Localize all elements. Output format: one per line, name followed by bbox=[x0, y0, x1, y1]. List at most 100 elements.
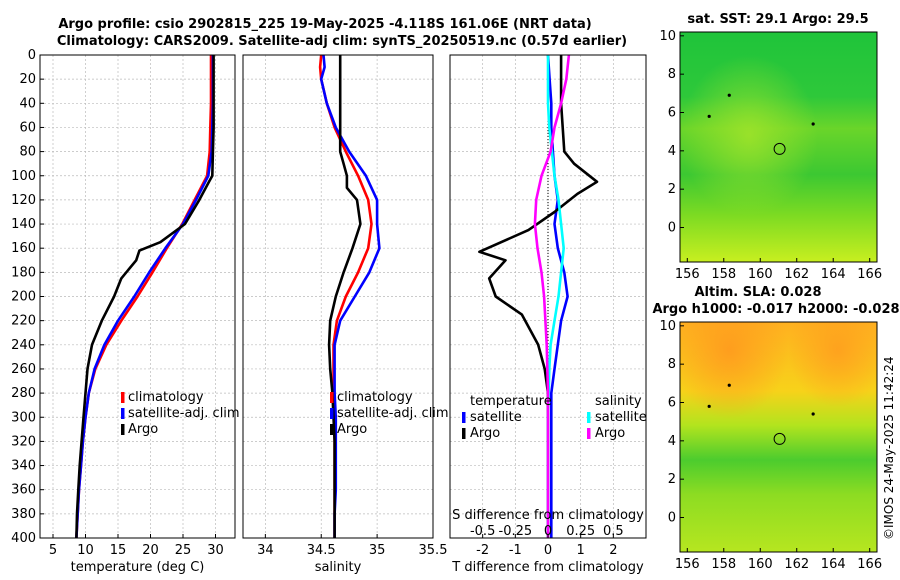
series-line-s-satellite bbox=[546, 55, 566, 538]
island-marker bbox=[727, 383, 731, 387]
map-x-tick-label: 166 bbox=[857, 557, 882, 572]
map-frame bbox=[679, 321, 878, 553]
title-line2: Climatology: CARS2009. Satellite-adj cli… bbox=[57, 34, 627, 49]
salinity-panel: 34 34.5 35 35.5 salinity climatologysatellite… bbox=[242, 54, 449, 575]
legend-label: satellite bbox=[470, 410, 522, 425]
map-y-tick-label: 2 bbox=[668, 182, 676, 197]
map-x-tick-label: 164 bbox=[821, 557, 846, 572]
map-x-tick-label: 158 bbox=[711, 557, 736, 572]
x-tick-label: 15 bbox=[110, 543, 127, 558]
island-marker bbox=[707, 114, 711, 118]
x-tick-label: 34.5 bbox=[307, 543, 336, 558]
depth-tick-label: 160 bbox=[11, 241, 36, 256]
legend-label: Argo bbox=[595, 426, 625, 441]
depth-tick-label: 260 bbox=[11, 362, 36, 377]
argo-position-marker bbox=[773, 142, 786, 155]
x-axis-label: T difference from climatology bbox=[451, 560, 644, 575]
credit: ©IMOS 24-May-2025 11:42:24 bbox=[882, 356, 896, 540]
map-frame bbox=[679, 31, 878, 263]
x-tick-label: -2 bbox=[476, 543, 489, 558]
depth-tick-label: 0 bbox=[28, 48, 36, 63]
map-y-tick-label: 8 bbox=[668, 67, 676, 82]
depth-tick-label: 320 bbox=[11, 434, 36, 449]
x-tick-label: 35.5 bbox=[419, 543, 448, 558]
legend-label: climatology bbox=[128, 390, 204, 405]
series-line-argo bbox=[327, 55, 362, 538]
x-tick-label: 34 bbox=[257, 543, 274, 558]
s-tick-label: 0.25 bbox=[566, 524, 595, 539]
legend-swatch bbox=[330, 424, 334, 435]
map-y-tick-label: 6 bbox=[668, 106, 676, 121]
map-x-tick-label: 156 bbox=[675, 267, 700, 282]
legend-label: satellite-adj. clim bbox=[128, 406, 240, 421]
map-x-tick-label: 160 bbox=[748, 557, 773, 572]
legend-swatch bbox=[587, 428, 591, 439]
map-y-tick-label: 2 bbox=[668, 472, 676, 487]
legend-label: climatology bbox=[337, 390, 413, 405]
map-y-tick-label: 6 bbox=[668, 396, 676, 411]
x-tick-label: 0 bbox=[544, 543, 552, 558]
salinity-axis-label: S difference from climatology bbox=[452, 508, 644, 523]
map-y-tick-label: 8 bbox=[668, 357, 676, 372]
x-tick-label: 25 bbox=[175, 543, 192, 558]
depth-tick-label: 300 bbox=[11, 410, 36, 425]
plot-frame bbox=[242, 54, 434, 539]
legend-swatch bbox=[121, 408, 125, 419]
x-tick-label: 2 bbox=[609, 543, 617, 558]
depth-tick-label: 280 bbox=[11, 386, 36, 401]
series-line-t-satellite bbox=[546, 54, 569, 538]
x-axis-label: salinity bbox=[315, 560, 362, 575]
legend-swatch bbox=[121, 424, 125, 435]
sla-map: Altim. SLA: 0.028 Argo h1000: -0.017 h20… bbox=[652, 285, 899, 572]
legend-label: Argo bbox=[470, 426, 500, 441]
map-y-tick-label: 4 bbox=[668, 144, 676, 159]
depth-tick-label: 380 bbox=[11, 507, 36, 522]
sst-map-title: sat. SST: 29.1 Argo: 29.5 bbox=[687, 12, 868, 27]
legend-label: satellite bbox=[595, 410, 647, 425]
depth-tick-label: 60 bbox=[19, 120, 36, 135]
depth-tick-label: 80 bbox=[19, 145, 36, 160]
depth-tick-label: 400 bbox=[11, 531, 36, 546]
s-tick-label: 0 bbox=[544, 524, 552, 539]
depth-tick-label: 340 bbox=[11, 459, 36, 474]
depth-tick-label: 200 bbox=[11, 290, 36, 305]
sla-map-title-2: Argo h1000: -0.017 h2000: -0.028 bbox=[652, 302, 899, 317]
depth-tick-label: 120 bbox=[11, 193, 36, 208]
argo-position-marker bbox=[773, 432, 786, 445]
series-line-satellite-adj-clim bbox=[319, 54, 381, 538]
map-x-tick-label: 160 bbox=[748, 267, 773, 282]
map-x-tick-label: 162 bbox=[784, 267, 809, 282]
legend-label: satellite-adj. clim bbox=[337, 406, 449, 421]
map-y-tick-label: 0 bbox=[668, 511, 676, 526]
map-y-tick-label: 10 bbox=[659, 319, 676, 334]
legend-swatch bbox=[462, 428, 466, 439]
sst-map: sat. SST: 29.1 Argo: 29.5 156 158 160 162 16… bbox=[659, 12, 882, 282]
map-y-tick-label: 4 bbox=[668, 434, 676, 449]
legend-label: Argo bbox=[128, 422, 158, 437]
x-tick-label: 30 bbox=[207, 543, 224, 558]
x-tick-label: 5 bbox=[49, 543, 57, 558]
map-x-tick-label: 158 bbox=[711, 267, 736, 282]
depth-tick-label: 240 bbox=[11, 338, 36, 353]
s-tick-label: -0.25 bbox=[499, 524, 533, 539]
map-y-tick-label: 0 bbox=[668, 221, 676, 236]
island-marker bbox=[811, 122, 815, 126]
legend-swatch bbox=[587, 412, 591, 423]
map-x-tick-label: 162 bbox=[784, 557, 809, 572]
x-tick-label: 1 bbox=[577, 543, 585, 558]
series-line-argo bbox=[75, 55, 215, 539]
island-marker bbox=[727, 93, 731, 97]
map-y-tick-label: 10 bbox=[659, 29, 676, 44]
map-x-tick-label: 156 bbox=[675, 557, 700, 572]
island-marker bbox=[811, 412, 815, 416]
x-tick-label: 20 bbox=[142, 543, 159, 558]
legend-swatch bbox=[121, 392, 125, 403]
depth-tick-label: 220 bbox=[11, 314, 36, 329]
x-tick-label: -1 bbox=[509, 543, 522, 558]
legend-title-salinity: salinity bbox=[595, 394, 642, 409]
legend-swatch bbox=[462, 412, 466, 423]
sla-map-title-1: Altim. SLA: 0.028 bbox=[695, 285, 822, 300]
s-tick-label: 0.5 bbox=[603, 524, 624, 539]
depth-tick-label: 360 bbox=[11, 483, 36, 498]
